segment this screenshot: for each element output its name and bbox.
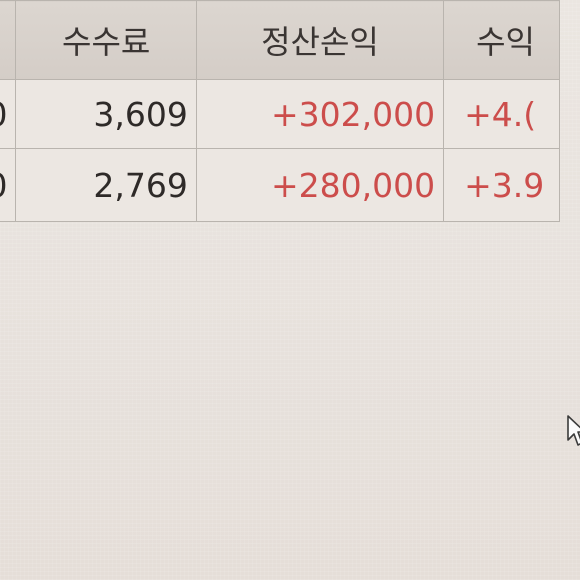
column-header-prev[interactable]: [0, 0, 17, 80]
column-header-return[interactable]: 수익: [443, 0, 560, 80]
table-row[interactable]: 0 2,769 +280,000 +3.9: [0, 148, 560, 222]
mouse-pointer-icon: [567, 415, 580, 446]
settlement-table: 수수료 정산손익 수익 0 3,609 +302,000 +4.( 0 2,76…: [0, 0, 560, 222]
column-header-settlement-pnl[interactable]: 정산손익: [195, 0, 445, 80]
cell-settlement-pnl: +302,000: [195, 79, 445, 149]
cell-fee: 3,609: [15, 79, 197, 149]
cell-settlement-pnl: +280,000: [195, 148, 445, 222]
cell-return: +3.9: [443, 148, 560, 222]
column-header-fee[interactable]: 수수료: [15, 0, 197, 80]
cell-fee: 2,769: [15, 148, 197, 222]
cell-return: +4.(: [443, 79, 560, 149]
table-row[interactable]: 0 3,609 +302,000 +4.(: [0, 79, 560, 149]
table-header-row: 수수료 정산손익 수익: [0, 0, 560, 80]
cell-prev: 0: [0, 79, 17, 149]
cell-prev: 0: [0, 148, 17, 222]
